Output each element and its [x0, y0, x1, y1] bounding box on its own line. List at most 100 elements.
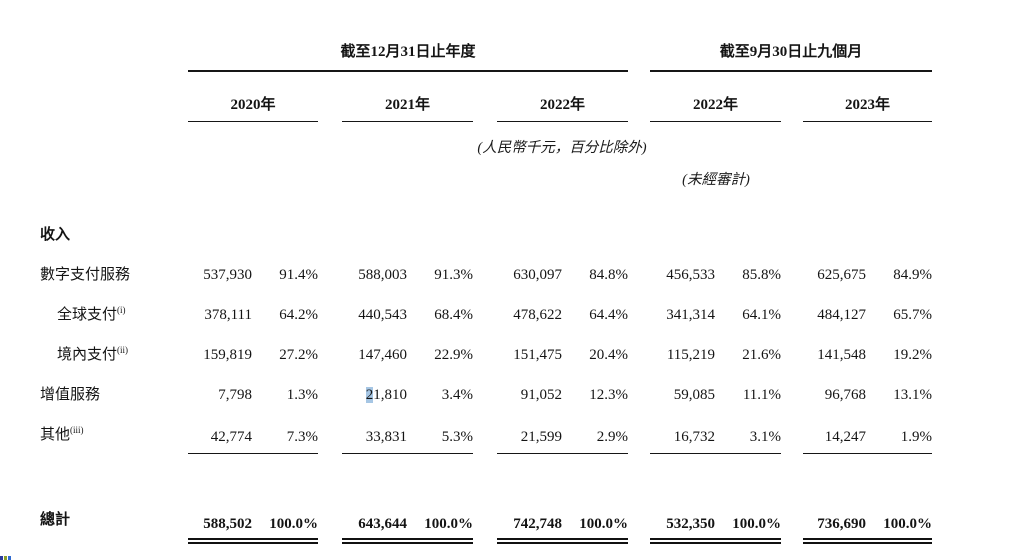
total-value: 588,502	[188, 499, 252, 544]
column-gap	[781, 334, 803, 374]
year-header-9m2023: 2023年	[803, 71, 933, 122]
row-label-text: 其他	[40, 426, 71, 443]
column-gap	[473, 374, 497, 414]
year-header-2020: 2020年	[188, 71, 318, 122]
period-group-annual: 截至12月31日止年度	[188, 40, 629, 72]
period-group-nine-months: 截至9月30日止九個月	[650, 40, 933, 72]
text-selection-highlight: 2	[365, 386, 374, 403]
table-row: 其他(iii) 42,774 7.3% 33,831 5.3% 21,599 2.9% 16,…	[40, 413, 933, 454]
cell-percent: 20.4%	[589, 346, 629, 363]
cell-percent: 84.8%	[589, 266, 629, 283]
total-value: 643,644	[342, 499, 407, 544]
period-group-row: 截至12月31日止年度 截至9月30日止九個月	[40, 40, 933, 72]
cell-percent: 13.1%	[893, 386, 933, 403]
cell-value: 91,052	[520, 386, 562, 403]
row-label: 增值服務	[40, 374, 188, 414]
footnote-marker: (iii)	[70, 424, 84, 435]
unaudited-note: (未經審計)	[682, 172, 750, 188]
cell-value: 378,111	[204, 306, 252, 323]
cell-value: 625,675	[817, 266, 867, 283]
column-gap	[473, 414, 497, 454]
group-gap	[628, 40, 650, 71]
total-row: 總計 588,502 100.0% 643,644 100.0% 742,748…	[40, 499, 933, 544]
total-row-label: 總計	[40, 511, 71, 528]
scan-artifact-dots	[0, 556, 11, 560]
cell-percent: 68.4%	[434, 306, 473, 323]
total-percent: 100.0%	[562, 499, 629, 544]
column-gap	[473, 71, 497, 122]
empty-cells	[188, 214, 932, 254]
cell-value: 630,097	[513, 266, 562, 283]
column-gap	[628, 334, 650, 374]
footnote-marker: (ii)	[117, 344, 129, 355]
cell-percent: 91.4%	[279, 266, 318, 283]
cell-percent: 1.9%	[866, 413, 933, 454]
total-percent: 100.0%	[715, 499, 782, 544]
total-percent: 100.0%	[407, 499, 473, 544]
footnote-marker: (i)	[117, 304, 126, 315]
column-gap	[318, 254, 342, 294]
cell-value: 456,533	[666, 266, 716, 283]
cell-percent: 22.9%	[434, 346, 473, 363]
row-label: 其他(iii)	[40, 414, 188, 454]
revenue-table: 截至12月31日止年度 截至9月30日止九個月 2020年 2021年 2022…	[40, 40, 933, 544]
column-gap	[781, 414, 803, 454]
cell-value: 42,774	[188, 413, 252, 454]
cell-percent: 12.3%	[589, 386, 629, 403]
row-label-text: 增值服務	[40, 386, 101, 403]
cell-percent: 3.4%	[441, 386, 473, 403]
cell-value: 115,219	[666, 346, 716, 363]
column-gap	[781, 71, 803, 122]
cell-percent: 21.6%	[742, 346, 782, 363]
column-gap	[318, 414, 342, 454]
cell-value: 7,798	[218, 386, 252, 403]
year-header-2021: 2021年	[342, 71, 473, 122]
cell-percent: 19.2%	[893, 346, 933, 363]
cell-value: 21,810	[365, 386, 407, 403]
table-row: 全球支付(i) 378,111 64.2% 440,543 68.4% 478,622 64…	[40, 294, 932, 334]
column-gap	[318, 294, 342, 334]
column-gap	[628, 254, 650, 294]
cell-value: 440,543	[358, 306, 407, 323]
cell-percent: 3.1%	[715, 413, 782, 454]
cell-percent: 27.2%	[279, 346, 318, 363]
cell-value: 151,475	[513, 346, 562, 363]
column-gap	[628, 500, 650, 539]
row-label: 數字支付服務	[40, 254, 188, 294]
table-row: 境內支付(ii) 159,819 27.2% 147,460 22.9% 151,475 2…	[40, 334, 932, 374]
row-label: 境內支付(ii)	[40, 334, 188, 374]
column-gap	[473, 500, 497, 539]
row-label: 全球支付(i)	[40, 294, 188, 334]
column-gap	[781, 374, 803, 414]
cell-value: 588,003	[358, 266, 407, 283]
column-gap	[781, 254, 803, 294]
cell-percent: 11.1%	[742, 386, 782, 403]
total-value: 742,748	[497, 499, 562, 544]
cell-percent: 91.3%	[434, 266, 473, 283]
cell-value: 16,732	[650, 413, 716, 454]
cell-value: 21,599	[497, 413, 562, 454]
cell-value: 96,768	[824, 386, 867, 403]
corner-spacer	[40, 71, 188, 122]
row-label-text: 境內支付	[57, 346, 118, 363]
column-gap	[781, 294, 803, 334]
cell-value: 537,930	[203, 266, 252, 283]
year-header-row: 2020年 2021年 2022年 2022年 2023年	[40, 71, 933, 122]
column-gap	[318, 374, 342, 414]
column-gap	[473, 254, 497, 294]
section-header-row: 收入	[40, 214, 932, 254]
total-percent: 100.0%	[866, 499, 933, 544]
cell-percent: 65.7%	[893, 306, 933, 323]
column-gap	[473, 334, 497, 374]
total-spacer-row	[40, 454, 932, 500]
cell-value: 59,085	[673, 386, 716, 403]
column-gap	[318, 500, 342, 539]
currency-units-note: (人民幣千元，百分比除外)	[477, 140, 647, 156]
section-header-revenue: 收入	[40, 226, 71, 243]
total-percent: 100.0%	[252, 499, 318, 544]
cell-percent: 64.1%	[742, 306, 782, 323]
column-gap	[628, 294, 650, 334]
cell-value: 478,622	[513, 306, 562, 323]
year-header-9m2022: 2022年	[650, 71, 782, 122]
